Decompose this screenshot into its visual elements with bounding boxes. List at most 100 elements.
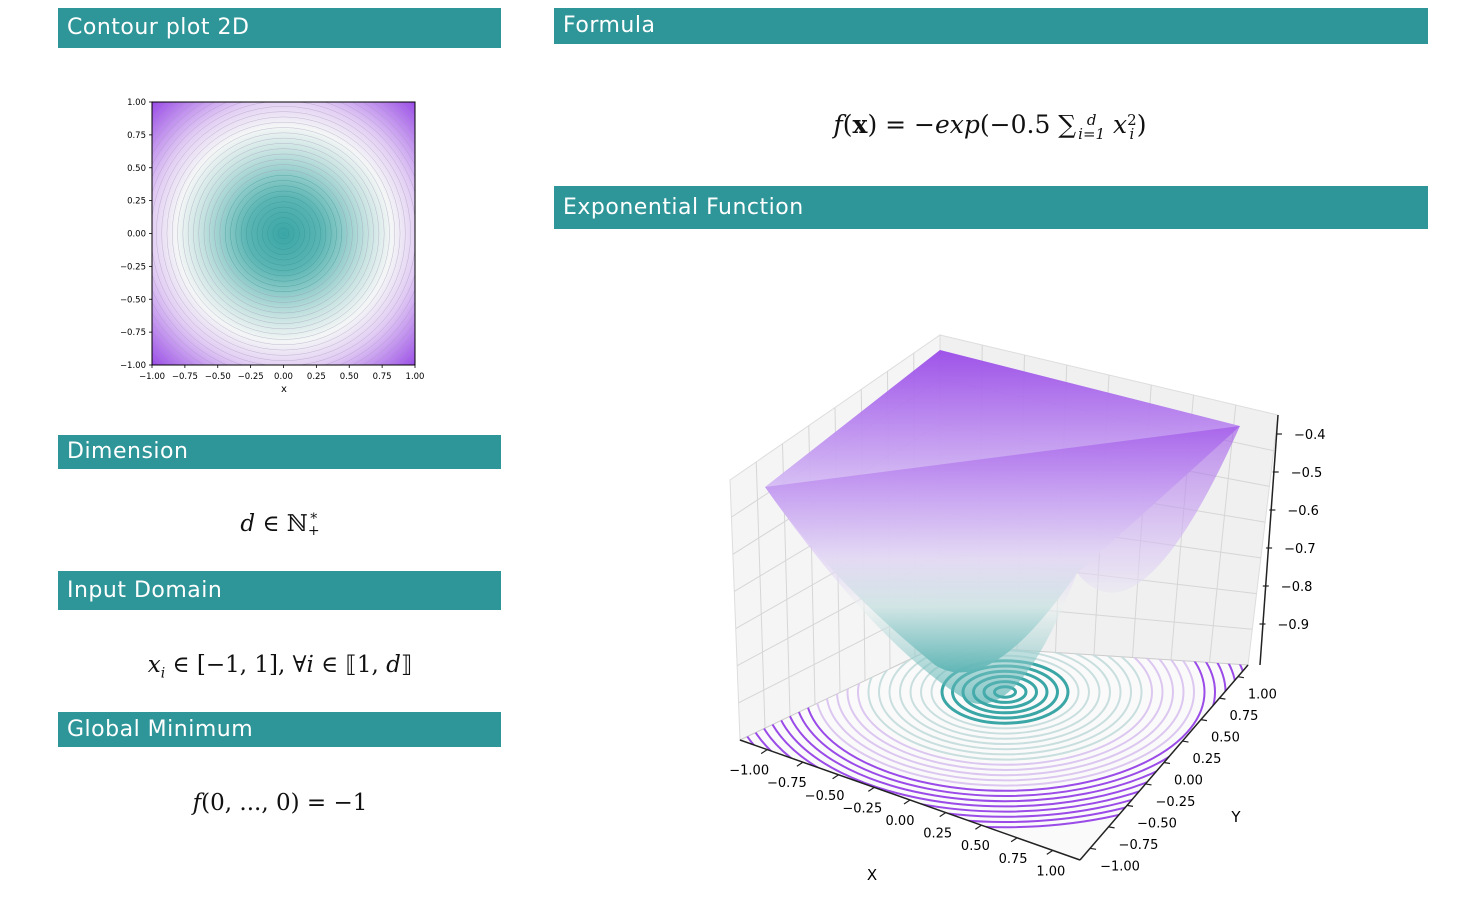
contour-level-line — [177, 127, 390, 340]
domain-close: ⟧ — [400, 652, 413, 678]
surface-z-tick-label: −0.9 — [1278, 618, 1310, 633]
surface-header: Exponential Function — [554, 186, 1428, 229]
surface-y-tick-label: −0.75 — [1119, 838, 1159, 853]
minimum-rest: (0, ..., 0) = −1 — [201, 790, 368, 816]
contour-x-tick-label: −0.25 — [238, 372, 264, 382]
surface-x-tick — [760, 749, 768, 755]
input-domain-title: Input Domain — [67, 577, 223, 603]
surface-y-tick — [1145, 783, 1152, 786]
contour-x-tick-label: 0.50 — [340, 372, 359, 382]
formula-title: Formula — [563, 13, 656, 38]
surface-z-tick-label: −0.8 — [1281, 580, 1313, 595]
formula-var: x — [1113, 110, 1128, 139]
surface-grid-line — [755, 461, 766, 729]
surface-z-tick-label: −0.7 — [1284, 542, 1316, 557]
contour-level-line — [193, 143, 374, 324]
formula-close: ) — [1136, 110, 1147, 139]
surface-x-tick-label: −0.75 — [767, 776, 807, 791]
surface-y-tick — [1126, 804, 1134, 807]
surface-z-axis — [1259, 414, 1279, 666]
surface-y-tick-label: 0.25 — [1192, 752, 1221, 767]
formula-var-sub: i — [1129, 124, 1135, 143]
contour-level-line — [203, 153, 364, 314]
surface-y-tick — [1219, 697, 1226, 700]
surface-plot: −1.00−0.75−0.50−0.250.000.250.500.751.00… — [729, 334, 1326, 884]
contour-level-line — [156, 106, 411, 361]
contour-level-line — [235, 185, 332, 282]
surface-z-tick-label: −0.4 — [1294, 428, 1326, 443]
domain-rest2: ∈ ⟦1, — [313, 652, 387, 678]
surface-x-tick-label: 0.75 — [999, 852, 1028, 867]
surface-x-tick-label: −0.50 — [805, 789, 845, 804]
contour-x-tick-label: 0.75 — [373, 372, 392, 382]
contour-level-line — [214, 164, 353, 303]
formula-sum-sup: d — [1086, 110, 1097, 129]
formula-arg: (−0.5 ∑ — [979, 110, 1077, 139]
surface-x-tick-label: −1.00 — [729, 764, 769, 779]
surface-front-edge — [765, 426, 1240, 704]
surface-x-tick-label: −0.25 — [842, 801, 882, 816]
contour-level-line — [224, 174, 343, 293]
surface-y-tick — [1182, 740, 1189, 743]
contour-y-tick-label: −0.75 — [120, 328, 146, 338]
contour-header: Contour plot 2D — [58, 8, 501, 48]
contour-level-line — [240, 190, 327, 277]
input-domain-header: Input Domain — [58, 571, 501, 610]
contour-level-line — [161, 111, 406, 356]
contour-x-tick-label: −0.75 — [172, 372, 198, 382]
contour-plot: −1.00 −0.75 −0.50 −0.25 0.00 0.25 0.50 0.75 1.00… — [120, 98, 425, 395]
contour-y-tick-label: 1.00 — [127, 98, 146, 108]
surface-grid-line — [1209, 404, 1237, 663]
surface-y-tick-label: −0.50 — [1137, 816, 1177, 831]
contour-level-line — [272, 222, 295, 245]
global-minimum-expression: f(0, ..., 0) = −1 — [130, 790, 430, 816]
surface-ylabel: Y — [1230, 808, 1241, 826]
dimension-sup: * — [310, 511, 318, 527]
contour-xlabel: x — [281, 384, 287, 395]
formula-sum-sub: i=1 — [1078, 124, 1106, 143]
surface-y-tick-label: 0.50 — [1211, 731, 1240, 746]
contour-level-line — [171, 121, 396, 346]
contour-level-line — [251, 201, 316, 266]
surface-y-tick — [1237, 676, 1245, 679]
floor-contour-line — [857, 645, 1153, 766]
domain-rest: ∈ [−1, 1], ∀ — [165, 652, 307, 678]
surface-x-tick — [939, 812, 947, 818]
surface-x-tick-label: 0.50 — [961, 839, 990, 854]
dimension-set: ∈ ℕ — [255, 511, 308, 537]
surface-y-tick-label: −0.25 — [1156, 795, 1196, 810]
surface-xlabel: X — [867, 866, 877, 884]
contour-y-tick-label: −0.50 — [120, 295, 146, 305]
surface-y-tick-label: 1.00 — [1248, 688, 1277, 703]
floor-contour-line — [888, 645, 1122, 751]
dimension-d: d — [240, 511, 256, 537]
surface-x-tick — [867, 786, 875, 792]
global-minimum-title: Global Minimum — [67, 716, 254, 742]
floor-contour-line — [867, 645, 1143, 761]
surface-y-tick-label: 0.00 — [1174, 774, 1203, 789]
surface-y-tick-label: −1.00 — [1100, 859, 1140, 874]
contour-level-line — [187, 137, 380, 330]
surface-x-tick — [1046, 849, 1054, 855]
contour-level-line — [267, 217, 300, 250]
surface-z-tick-label: −0.6 — [1287, 504, 1319, 519]
surface-x-tick — [903, 799, 911, 805]
surface-x-tick-label: 0.25 — [923, 827, 952, 842]
dimension-expression: d ∈ ℕ * + — [180, 511, 380, 538]
surface-x-tick — [1010, 837, 1018, 843]
contour-x-tick-label: −0.50 — [205, 372, 231, 382]
formula-var-sup: 2 — [1127, 110, 1137, 129]
domain-d: d — [386, 652, 401, 678]
surface-x-tick — [832, 774, 839, 780]
formula-expression: f(x) = −exp(−0.5 ∑ d i=1 x 2 i) — [833, 110, 1147, 143]
contour-y-tick-label: −1.00 — [120, 361, 146, 371]
surface-x-tick-label: 1.00 — [1036, 864, 1065, 879]
surface-y-tick — [1163, 761, 1171, 765]
contour-level-line — [198, 148, 369, 319]
surface-y-tick — [1200, 719, 1208, 722]
contour-x-tick-label: 0.25 — [307, 372, 326, 382]
surface-y-tick-label: 0.75 — [1229, 709, 1258, 724]
floor-contour-line — [899, 645, 1111, 745]
contour-y-tick-label: −0.25 — [120, 262, 146, 272]
contour-level-line — [219, 169, 348, 298]
